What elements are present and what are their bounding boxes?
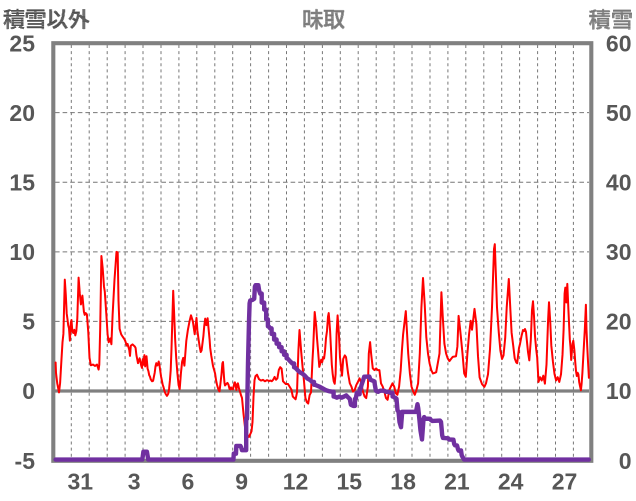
svg-text:10: 10 (9, 239, 35, 265)
svg-text:9: 9 (235, 469, 248, 495)
svg-text:25: 25 (9, 30, 35, 56)
svg-text:24: 24 (498, 469, 524, 495)
svg-text:0: 0 (619, 448, 632, 474)
svg-text:12: 12 (283, 469, 309, 495)
svg-text:3: 3 (128, 469, 141, 495)
svg-text:30: 30 (606, 239, 632, 265)
svg-text:40: 40 (606, 169, 632, 195)
svg-text:15: 15 (9, 169, 35, 195)
svg-text:10: 10 (606, 378, 632, 404)
svg-text:27: 27 (552, 469, 578, 495)
svg-text:20: 20 (9, 100, 35, 126)
svg-text:18: 18 (390, 469, 416, 495)
svg-text:15: 15 (337, 469, 363, 495)
svg-text:-5: -5 (15, 448, 36, 474)
svg-text:5: 5 (22, 309, 35, 335)
svg-text:60: 60 (606, 30, 632, 56)
svg-text:21: 21 (444, 469, 470, 495)
svg-text:0: 0 (22, 378, 35, 404)
svg-text:31: 31 (68, 469, 94, 495)
svg-text:50: 50 (606, 100, 632, 126)
svg-text:6: 6 (182, 469, 195, 495)
svg-text:20: 20 (606, 309, 632, 335)
